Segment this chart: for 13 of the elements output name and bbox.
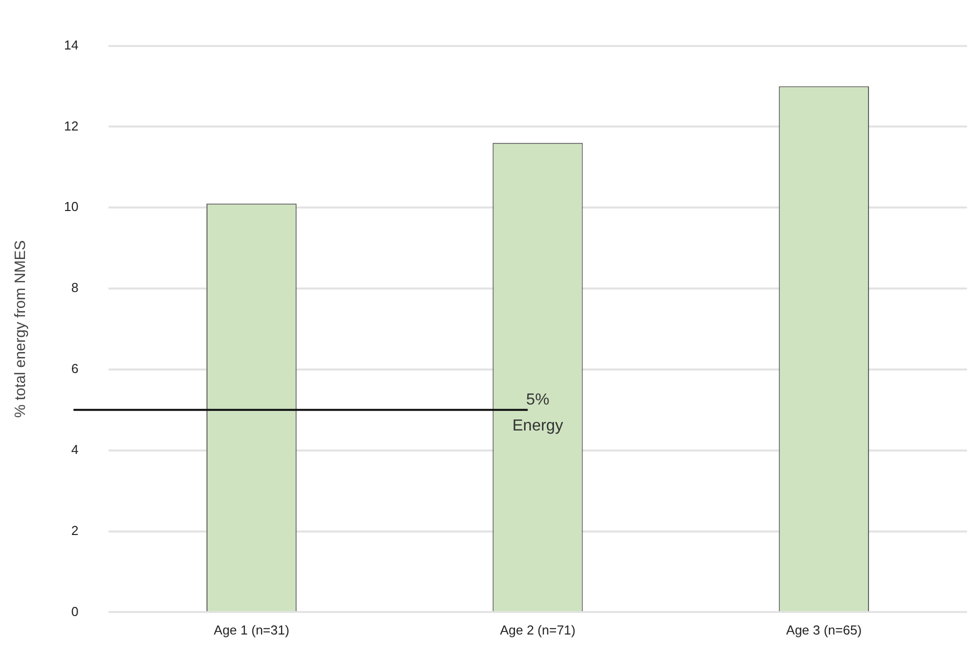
x-tick-label: Age 3 (n=65) [786,622,862,638]
y-tick-label: 10 [64,199,78,214]
y-tick-label: 0 [71,604,78,619]
y-axis-title: % total energy from NMES [12,240,30,418]
y-tick-label: 6 [71,361,78,376]
y-tick-label: 14 [64,37,78,52]
y-tick-label: 8 [71,280,78,296]
x-tick-label: Age 1 (n=31) [214,622,290,638]
y-tick-label: 4 [71,442,78,457]
y-tick-label: 2 [71,522,78,538]
x-tick-label: Age 2 (n=71) [500,622,576,638]
y-tick-label: 12 [64,118,78,134]
ref-line-label: 5% Energy [512,391,564,434]
